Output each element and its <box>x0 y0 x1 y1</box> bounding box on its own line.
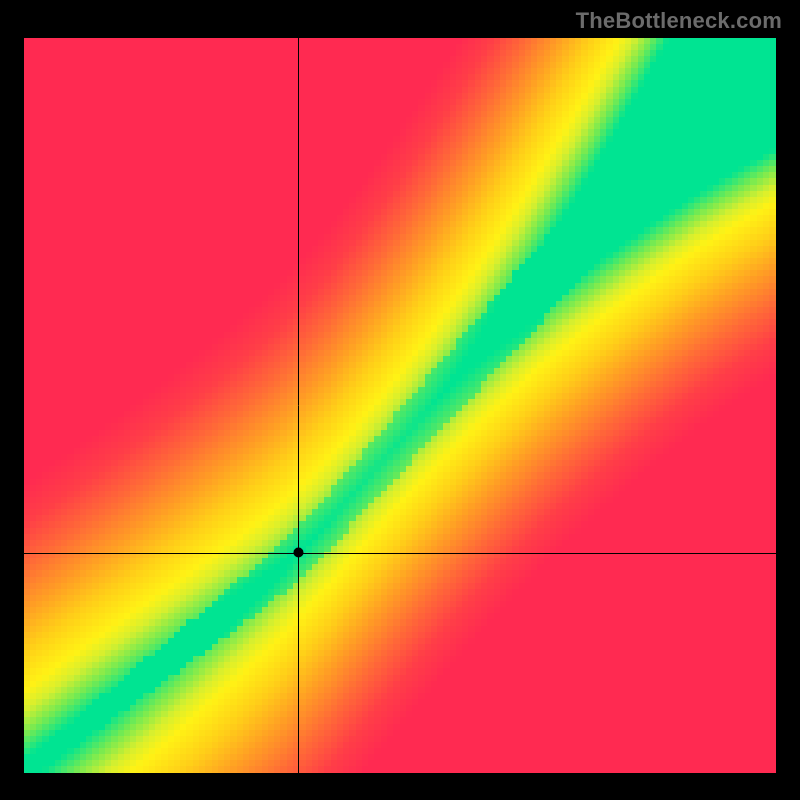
heatmap-plot <box>24 38 776 773</box>
attribution-text: TheBottleneck.com <box>576 8 782 34</box>
heatmap-canvas <box>24 38 776 773</box>
